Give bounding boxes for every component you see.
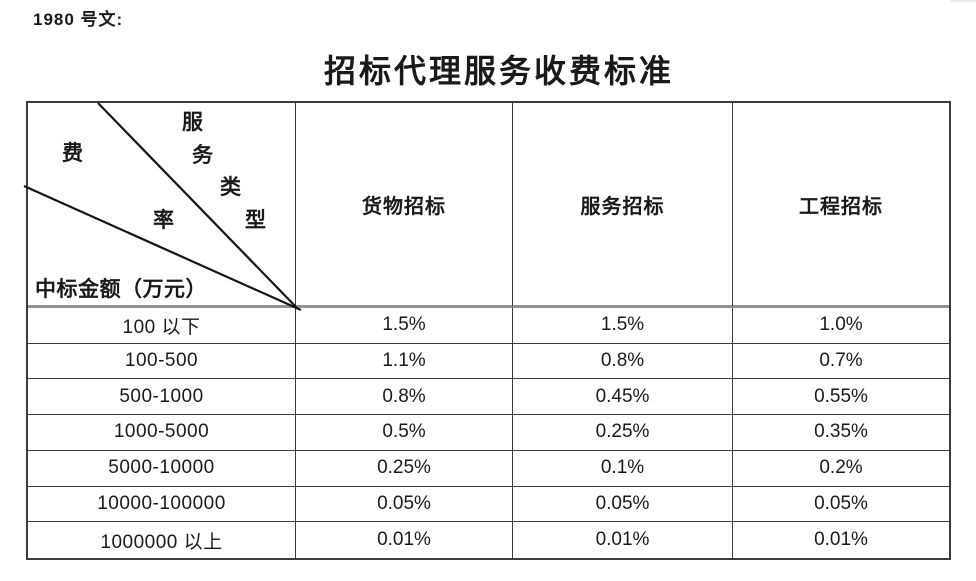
- rate-cell-service: 0.01%: [513, 522, 733, 558]
- rate-cell-engineering: 0.2%: [733, 451, 949, 487]
- rate-cell-goods: 1.5%: [296, 308, 513, 344]
- corner-axis-fee-rate-char: 率: [153, 208, 174, 232]
- rate-cell-goods: 0.25%: [296, 450, 513, 487]
- corner-row-axis-label: 中标金额（万元）: [35, 277, 207, 301]
- rate-cell-service: 0.25%: [513, 415, 733, 451]
- amount-range-cell: 5000-10000: [28, 450, 296, 487]
- rate-cell-goods: 0.8%: [296, 379, 513, 416]
- amount-range-cell: 10000-100000: [28, 486, 296, 523]
- rate-cell-service: 0.8%: [513, 343, 733, 380]
- rate-cell-service: 0.45%: [513, 379, 733, 416]
- rate-cell-engineering: 1.0%: [733, 308, 949, 344]
- column-header-engineering-bidding: 工程招标: [733, 103, 949, 308]
- amount-range-cell: 100 以下: [28, 308, 296, 344]
- corner-axis-service-type-char: 服: [182, 110, 203, 134]
- rate-cell-engineering: 0.35%: [733, 415, 949, 451]
- rate-cell-engineering: 0.55%: [733, 379, 949, 416]
- page-title: 招标代理服务收费标准: [323, 53, 674, 89]
- rate-cell-goods: 1.1%: [296, 343, 513, 380]
- rate-cell-engineering: 0.01%: [814, 529, 868, 551]
- corner-axis-service-type-char: 务: [192, 143, 213, 167]
- column-header-goods-bidding: 货物招标: [296, 103, 513, 308]
- document-number-label: 1980 号文:: [33, 10, 124, 29]
- fee-standard-table: 服 务 类 型 费 率 中标金额（万元） 货物招标 服务招标 工程招标 100 …: [23, 101, 951, 560]
- corner-axis-service-type-char: 类: [220, 175, 241, 199]
- rate-cell-service: 0.05%: [513, 486, 733, 523]
- rate-cell-goods: 0.5%: [296, 415, 513, 451]
- table-corner-diagonal-cell: 服 务 类 型 费 率 中标金额（万元）: [23, 102, 302, 312]
- column-header-service-bidding: 服务招标: [513, 103, 733, 308]
- diagonal-divider-lines: [23, 102, 302, 312]
- rate-cell-service: 1.5%: [513, 308, 733, 344]
- rate-cell-engineering: 0.05%: [733, 487, 949, 523]
- amount-range-cell: 1000-5000: [28, 415, 296, 451]
- rate-cell-goods: 0.01%: [296, 522, 513, 558]
- corner-axis-fee-rate-char: 费: [62, 141, 83, 165]
- rate-cell-service: 0.1%: [513, 450, 733, 487]
- amount-range-cell: 500-1000: [28, 379, 296, 416]
- amount-range-cell: 100-500: [28, 343, 296, 380]
- amount-range-cell: 1000000 以上: [28, 522, 296, 558]
- page-edge-artifact: [950, 0, 976, 2]
- rate-cell-engineering: 0.7%: [733, 344, 949, 380]
- corner-axis-service-type-char: 型: [245, 208, 266, 232]
- rate-cell-goods: 0.05%: [296, 486, 513, 523]
